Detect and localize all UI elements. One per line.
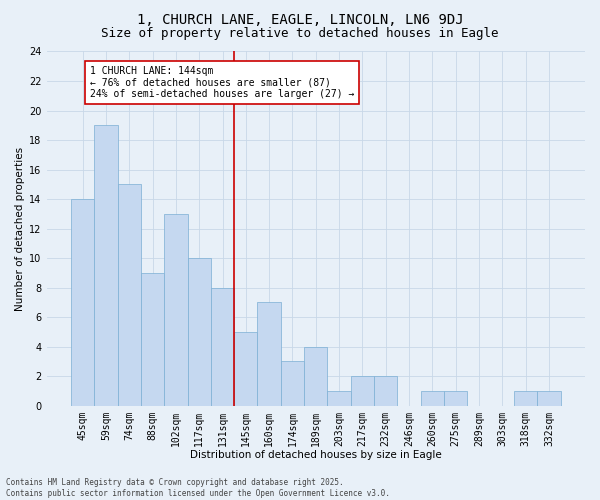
Bar [304,346,328,406]
Bar [71,199,94,406]
Text: 1, CHURCH LANE, EAGLE, LINCOLN, LN6 9DJ: 1, CHURCH LANE, EAGLE, LINCOLN, LN6 9DJ [137,12,463,26]
Bar [537,391,560,406]
Bar [281,362,304,406]
Bar [257,302,281,406]
Bar [514,391,537,406]
X-axis label: Distribution of detached houses by size in Eagle: Distribution of detached houses by size … [190,450,442,460]
Bar [164,214,188,406]
Text: Contains HM Land Registry data © Crown copyright and database right 2025.
Contai: Contains HM Land Registry data © Crown c… [6,478,390,498]
Bar [141,273,164,406]
Bar [444,391,467,406]
Bar [188,258,211,406]
Text: 1 CHURCH LANE: 144sqm
← 76% of detached houses are smaller (87)
24% of semi-deta: 1 CHURCH LANE: 144sqm ← 76% of detached … [89,66,354,99]
Bar [421,391,444,406]
Text: Size of property relative to detached houses in Eagle: Size of property relative to detached ho… [101,28,499,40]
Bar [211,288,234,406]
Y-axis label: Number of detached properties: Number of detached properties [15,146,25,310]
Bar [351,376,374,406]
Bar [118,184,141,406]
Bar [374,376,397,406]
Bar [234,332,257,406]
Bar [94,126,118,406]
Bar [328,391,351,406]
